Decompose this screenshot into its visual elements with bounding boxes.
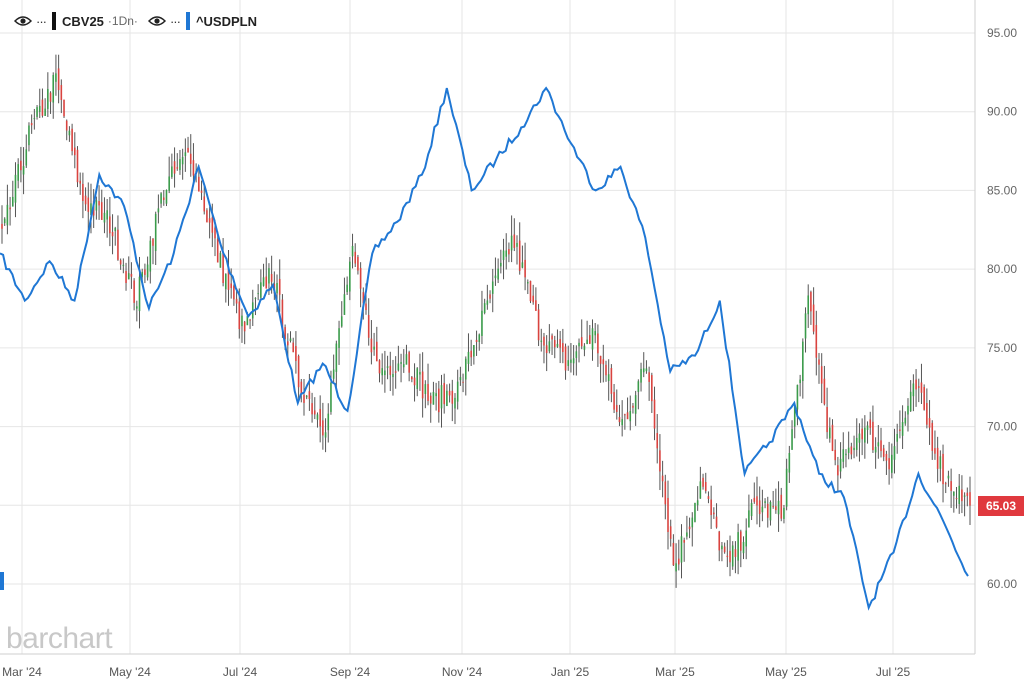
usdpln-line-series <box>0 86 969 611</box>
series2-left-marker <box>0 572 4 590</box>
y-tick-label: 80.00 <box>987 262 1017 276</box>
series1-symbol: CBV25 <box>62 13 104 29</box>
x-tick-label: Mar '24 <box>2 665 42 679</box>
y-tick-label: 70.00 <box>987 420 1017 434</box>
series2-color-swatch <box>185 12 190 30</box>
x-tick-label: Jul '24 <box>223 665 258 679</box>
x-tick-label: May '24 <box>109 665 151 679</box>
series1-meta: ·1Dn· <box>107 14 138 28</box>
series2-menu-dots[interactable]: ··· <box>169 13 181 29</box>
y-tick-label: 90.00 <box>987 105 1017 119</box>
x-tick-label: Jan '25 <box>551 665 590 679</box>
barchart-watermark: barchart <box>6 622 113 655</box>
y-tick-label: 95.00 <box>987 26 1017 40</box>
y-tick-label: 60.00 <box>987 577 1017 591</box>
x-tick-label: May '25 <box>765 665 807 679</box>
series2-symbol: ^USDPLN <box>195 13 257 29</box>
last-price-tag: 65.03 <box>978 496 1024 516</box>
x-tick-label: Jul '25 <box>876 665 911 679</box>
legend: ··· CBV25 ·1Dn· ··· ^USDPLN <box>14 10 257 32</box>
eye-icon[interactable] <box>14 14 32 28</box>
y-tick-label: 75.00 <box>987 341 1017 355</box>
series1-menu-dots[interactable]: ··· <box>36 13 47 29</box>
x-tick-label: Sep '24 <box>330 665 371 679</box>
y-tick-label: 85.00 <box>987 183 1017 197</box>
x-tick-label: Nov '24 <box>442 665 483 679</box>
cbv25-ohlc-series <box>1 54 971 588</box>
x-tick-label: Mar '25 <box>655 665 695 679</box>
grid-lines <box>0 0 976 655</box>
eye-icon[interactable] <box>147 14 166 28</box>
series1-color-swatch <box>52 12 56 30</box>
x-axis: Mar '24 May '24 Jul '24 Sep '24 Nov '24 Jan '… <box>2 665 910 679</box>
